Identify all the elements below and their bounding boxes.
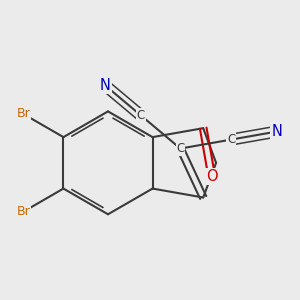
Text: Br: Br [16, 205, 30, 218]
Text: C: C [176, 142, 184, 155]
Text: C: C [227, 133, 235, 146]
Text: C: C [137, 109, 145, 122]
Text: N: N [271, 124, 282, 139]
Text: N: N [100, 78, 111, 93]
Text: Br: Br [16, 107, 30, 121]
Text: O: O [206, 169, 218, 184]
